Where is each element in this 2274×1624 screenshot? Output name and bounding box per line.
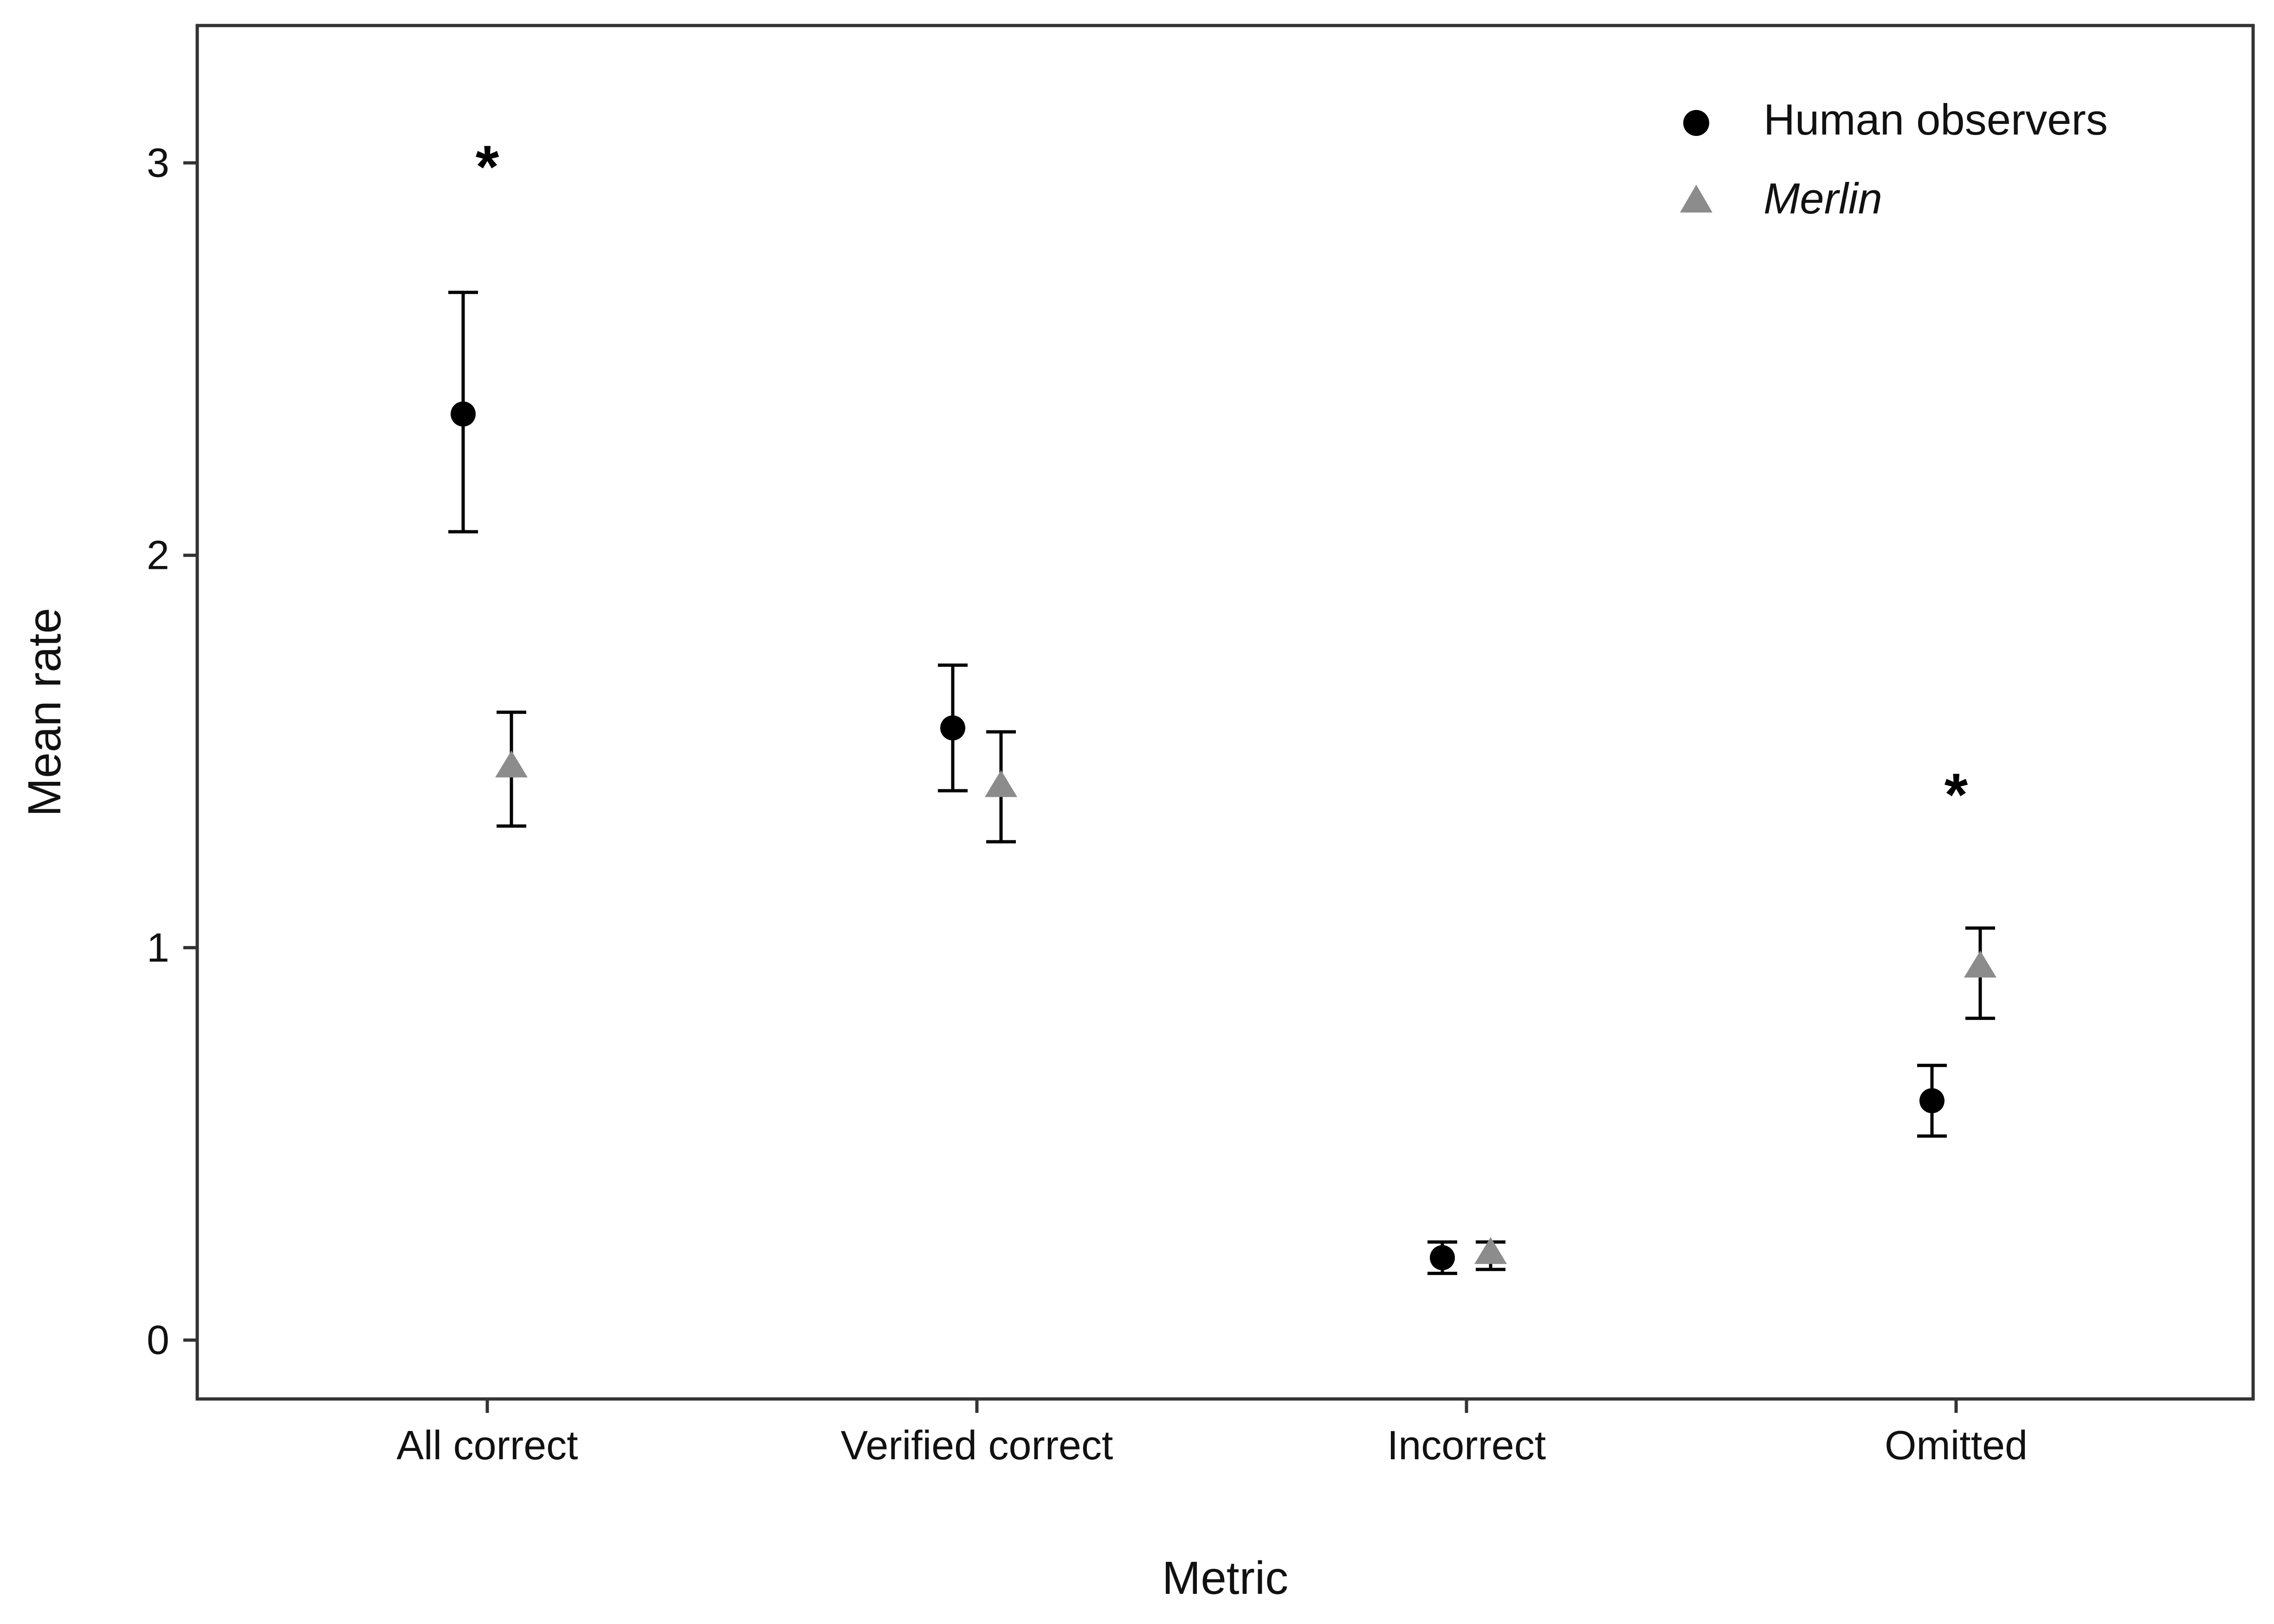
- data-marks: [448, 290, 1996, 1275]
- y-axis-title: Mean rate: [19, 608, 71, 817]
- y-tick-label: 2: [147, 532, 169, 578]
- x-tick-label: Omitted: [1885, 1422, 2028, 1468]
- plot-area: [195, 24, 2255, 1401]
- merlin-point: [1474, 1237, 1507, 1264]
- x-axis-title: Metric: [1162, 1552, 1288, 1604]
- y-tick-label: 1: [147, 924, 169, 970]
- legend-human-label: Human observers: [1764, 95, 2108, 144]
- y-axis: 0 1 2 3: [147, 140, 197, 1363]
- merlin-point: [495, 750, 528, 778]
- y-tick-label: 3: [147, 140, 169, 186]
- merlin-point: [985, 770, 1017, 797]
- legend: Human observers Merlin: [1680, 95, 2108, 223]
- significance-annotations: **: [476, 133, 1968, 828]
- y-tick-label: 0: [147, 1317, 169, 1363]
- x-tick-label: All correct: [396, 1422, 578, 1468]
- legend-human-marker: [1683, 110, 1709, 136]
- x-tick-label: Verified correct: [841, 1422, 1113, 1468]
- significance-marker: *: [476, 133, 499, 200]
- x-axis: All correct Verified correct Incorrect Omit…: [396, 1399, 2028, 1468]
- human-observers-point: [1919, 1088, 1945, 1114]
- human-observers-point: [940, 715, 965, 741]
- human-observers-point: [1430, 1245, 1455, 1270]
- legend-merlin-label: Merlin: [1764, 174, 1882, 223]
- legend-merlin-marker: [1680, 185, 1712, 213]
- significance-marker: *: [1945, 760, 1968, 828]
- x-tick-label: Incorrect: [1387, 1422, 1546, 1468]
- merlin-point: [1964, 950, 1996, 978]
- human-observers-point: [451, 401, 476, 427]
